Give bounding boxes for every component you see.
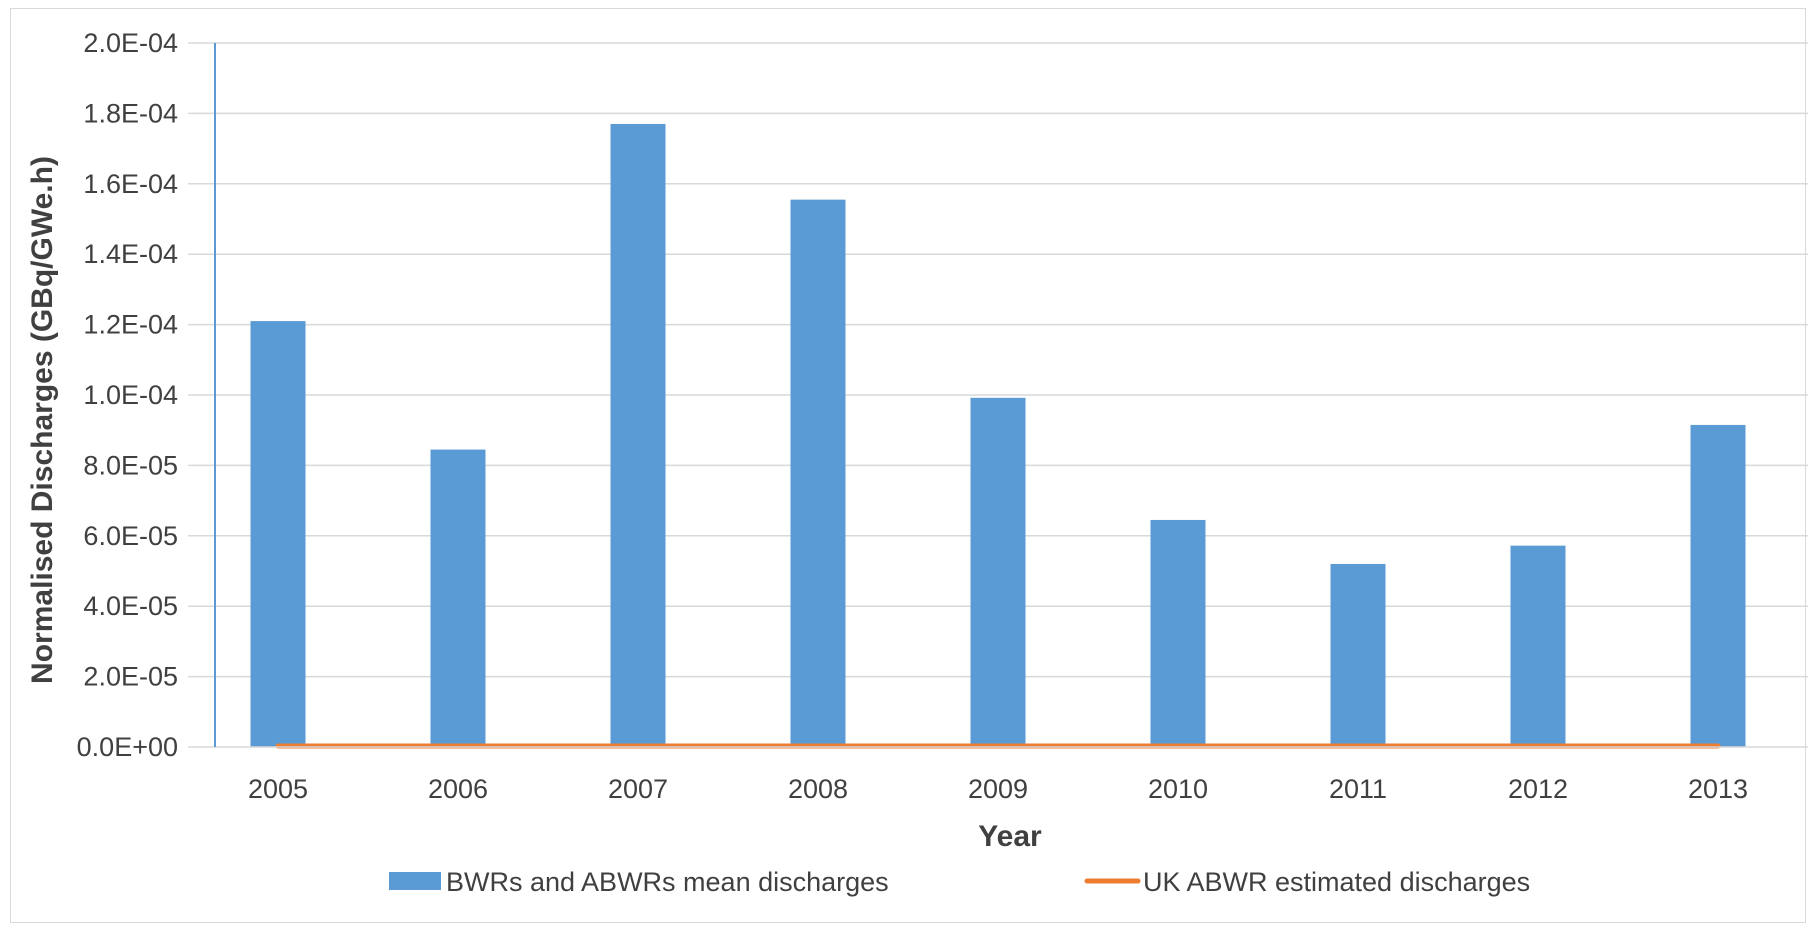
y-tick-label: 1.6E-04: [83, 169, 178, 199]
bar-2008: [790, 199, 846, 747]
bars: [250, 123, 1746, 747]
bar-2006: [430, 449, 486, 747]
legend: BWRs and ABWRs mean discharges UK ABWR e…: [389, 867, 1530, 897]
y-tick-label: 4.0E-05: [83, 591, 178, 621]
x-tick-label: 2006: [428, 774, 488, 804]
x-tick-label: 2011: [1329, 774, 1387, 804]
y-axis-title: Normalised Discharges (GBq/GWe.h): [26, 156, 59, 684]
axes: [188, 43, 1808, 748]
y-tick-label: 1.8E-04: [83, 98, 178, 128]
tick-labels: 0.0E+00 2.0E-05 4.0E-05 6.0E-05 8.0E-05 1.0E-…: [77, 28, 1748, 804]
bar-2005: [250, 321, 306, 747]
x-tick-label: 2005: [248, 774, 308, 804]
legend-swatch-bwr: [389, 872, 441, 890]
y-tick-label: 6.0E-05: [83, 521, 178, 551]
y-tick-label: 1.2E-04: [83, 310, 178, 340]
y-tick-label: 1.0E-04: [83, 380, 178, 410]
bar-2011: [1330, 563, 1386, 747]
x-tick-label: 2013: [1688, 774, 1748, 804]
y-tick-label: 1.4E-04: [83, 239, 178, 269]
x-tick-label: 2012: [1508, 774, 1568, 804]
x-tick-label: 2007: [608, 774, 668, 804]
x-tick-label: 2009: [968, 774, 1028, 804]
y-tick-label: 2.0E-05: [83, 662, 178, 692]
y-tick-label: 0.0E+00: [77, 732, 178, 762]
bar-2007: [610, 123, 666, 747]
x-tick-label: 2008: [788, 774, 848, 804]
bar-2012: [1510, 545, 1566, 747]
legend-label-uk-abwr: UK ABWR estimated discharges: [1143, 867, 1530, 897]
bar-2009: [970, 397, 1026, 747]
bar-2013: [1690, 424, 1746, 747]
y-tick-label: 8.0E-05: [83, 450, 178, 480]
bar-2010: [1150, 519, 1206, 747]
legend-label-bwr: BWRs and ABWRs mean discharges: [446, 867, 889, 897]
x-tick-label: 2010: [1148, 774, 1208, 804]
y-tick-label: 2.0E-04: [83, 28, 178, 58]
x-axis-title: Year: [978, 820, 1042, 853]
